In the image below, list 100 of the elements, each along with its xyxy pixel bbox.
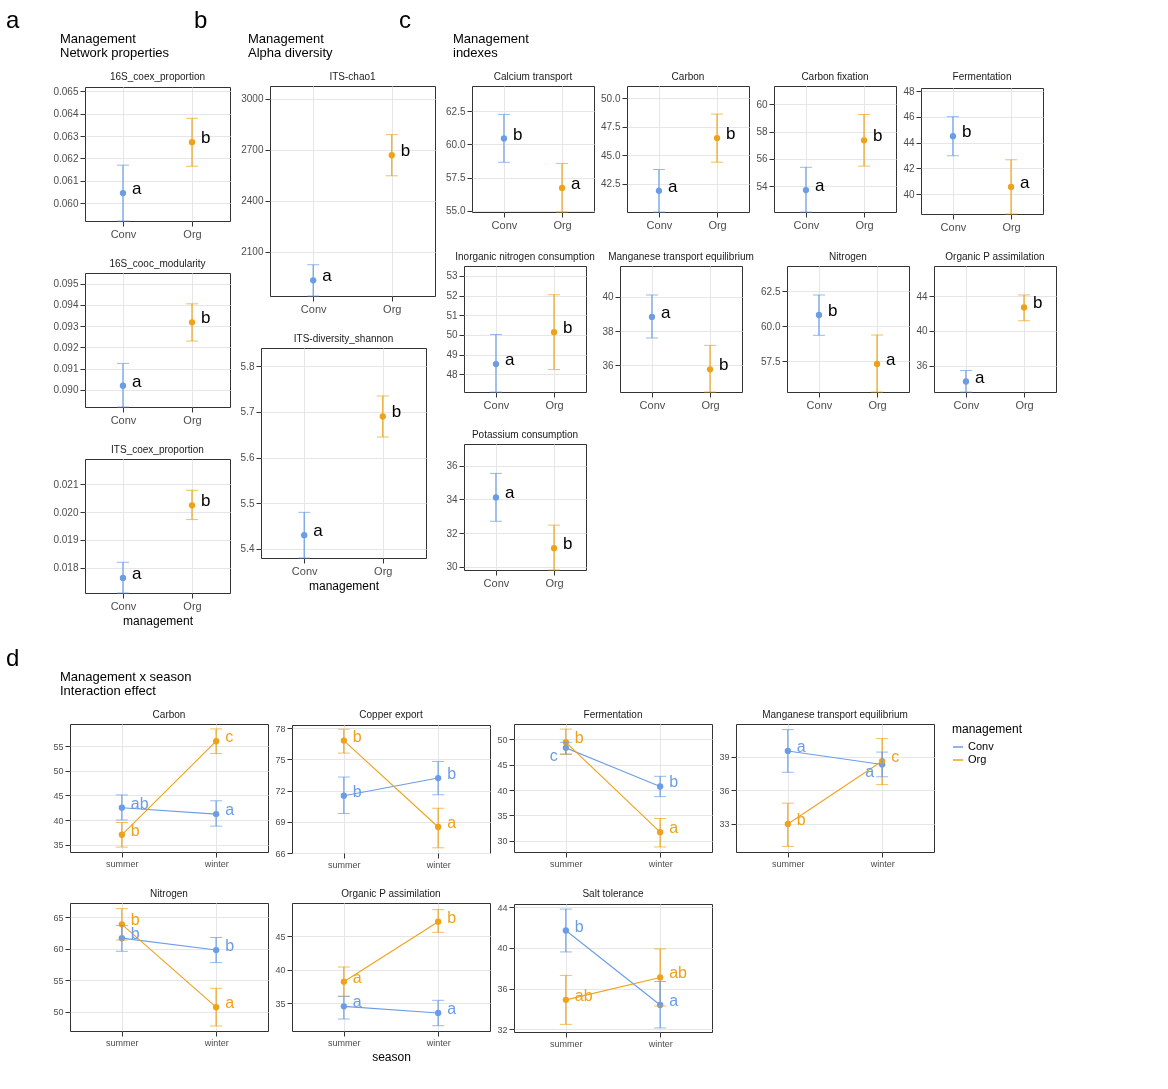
data-label: a [322, 266, 333, 286]
legend-label: Org [968, 753, 987, 765]
x-tick-label: winter [647, 1038, 673, 1049]
x-tick-label: summer [550, 858, 583, 869]
y-tick-label: 45.0 [601, 149, 621, 161]
y-tick-label: 40 [916, 325, 928, 337]
data-label: b [400, 141, 411, 161]
text: b [194, 6, 209, 33]
text: d [6, 644, 21, 671]
data-label: b [719, 355, 729, 375]
y-tick-label: 0.065 [53, 85, 79, 97]
x-tick-label: summer [106, 858, 139, 869]
x-tick-label: Conv [646, 218, 673, 231]
y-tick-label: 5.8 [240, 360, 255, 372]
y-tick-label: 60.0 [761, 320, 781, 332]
y-tick-label: 36 [497, 984, 508, 995]
data-label: b [352, 727, 362, 745]
data-label: a [504, 350, 515, 370]
x-tick-label: Conv [483, 398, 510, 411]
y-tick-label: 0.062 [53, 152, 79, 164]
y-tick-label: 48 [903, 85, 915, 97]
y-tick-label: 51 [446, 309, 458, 321]
chart-title: 16S_cooc_modularity [109, 258, 206, 269]
y-tick-label: 48 [446, 368, 458, 380]
data-label: b [201, 308, 211, 328]
data-label: b [447, 908, 457, 926]
y-tick-label: 58 [756, 126, 768, 138]
data-label: c [225, 728, 234, 746]
data-label: b [574, 917, 584, 935]
chart-title: 16S_coex_proportion [109, 71, 206, 83]
x-tick-label: summer [772, 858, 805, 869]
y-tick-label: 44 [497, 902, 508, 913]
data-label: a [447, 1000, 457, 1017]
chart-title: ITS-chao1 [329, 71, 376, 82]
x-tick-label: Org [1015, 398, 1034, 411]
y-tick-label: 47.5 [601, 121, 621, 133]
y-tick-label: 45 [275, 931, 286, 942]
y-tick-label: 2100 [241, 246, 264, 258]
y-tick-label: 57.5 [446, 172, 466, 184]
chart-title: Manganese transport equilibrium [608, 251, 754, 262]
data-label: b [391, 402, 402, 422]
x-tick-label: summer [328, 1037, 361, 1048]
chart-title: Potassium consumption [471, 429, 579, 440]
data-label: c [891, 748, 900, 766]
y-tick-label: 2700 [241, 144, 264, 156]
x-tick-label: winter [869, 858, 895, 869]
y-tick-label: 52 [446, 290, 458, 302]
y-tick-label: 35 [275, 998, 286, 1009]
x-tick-label: Conv [491, 218, 518, 231]
y-tick-label: 35 [497, 810, 508, 821]
y-tick-label: 60.0 [446, 138, 466, 150]
data-label: b [512, 124, 523, 144]
data-label: a [352, 968, 362, 986]
data-label: a [313, 521, 324, 541]
data-label: a [225, 994, 235, 1012]
y-tick-label: 5.4 [240, 543, 255, 555]
data-label: a [131, 371, 142, 391]
y-tick-label: 30 [446, 561, 458, 573]
x-tick-label: summer [550, 1038, 583, 1049]
chart-title: Nitrogen [829, 251, 867, 262]
y-tick-label: 69 [275, 817, 286, 828]
x-tick-label: Org [708, 218, 727, 231]
x-tick-label: Conv [940, 220, 967, 233]
data-label: b [130, 821, 140, 839]
y-tick-label: 2400 [241, 195, 264, 207]
data-label: b [796, 810, 806, 828]
x-tick-label: summer [328, 859, 361, 870]
y-tick-label: 5.5 [240, 497, 255, 509]
x-tick-label: summer [106, 1037, 139, 1048]
text: Alpha diversity [248, 45, 333, 60]
y-tick-label: 50 [497, 734, 508, 745]
y-tick-label: 5.6 [240, 452, 255, 464]
y-tick-label: 3000 [241, 93, 264, 105]
data-label: b [130, 911, 140, 929]
chart-title: Salt tolerance [582, 888, 645, 900]
text: a [6, 6, 21, 33]
y-tick-label: 0.063 [53, 130, 79, 142]
data-label: ab [669, 964, 688, 982]
data-label: a [1020, 173, 1031, 192]
legend-label: Conv [968, 740, 995, 752]
y-tick-label: 62.5 [761, 285, 781, 297]
y-tick-label: 38 [602, 325, 614, 337]
x-tick-label: winter [203, 858, 229, 869]
data-label: a [974, 367, 985, 387]
y-tick-label: 40 [497, 785, 508, 796]
text: indexes [453, 45, 498, 60]
chart-title: Fermentation [952, 71, 1012, 83]
chart-title: ITS-diversity_shannon [293, 333, 394, 344]
data-label: b [873, 126, 883, 146]
chart-title: Carbon fixation [801, 71, 869, 82]
y-tick-label: 55 [53, 975, 64, 986]
y-tick-label: 45 [53, 790, 64, 801]
x-tick-label: Org [855, 218, 874, 231]
y-tick-label: 0.093 [53, 320, 79, 332]
y-tick-label: 0.095 [53, 278, 79, 290]
text: Management x season [60, 669, 192, 684]
y-tick-label: 53 [446, 270, 458, 282]
data-label: b [563, 318, 573, 338]
data-label: b [574, 729, 584, 747]
chart-title: Nitrogen [150, 888, 188, 899]
